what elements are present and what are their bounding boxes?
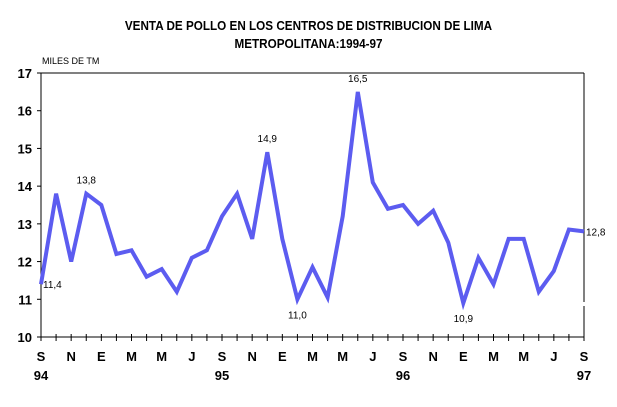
data-label: 12,8 xyxy=(586,227,606,238)
x-tick-label: J xyxy=(188,349,195,364)
data-label: 11,4 xyxy=(43,280,62,291)
y-axis-unit-label: MILES DE TM xyxy=(42,56,100,66)
x-tick-label: N xyxy=(428,349,437,364)
x-tick-label: N xyxy=(247,349,256,364)
x-tick-year-label: 94 xyxy=(34,368,49,383)
x-tick-label: S xyxy=(580,349,589,364)
y-tick-label: 17 xyxy=(18,66,32,81)
x-tick-label: J xyxy=(369,349,376,364)
x-tick-label: M xyxy=(156,349,167,364)
chart-subtitle: METROPOLITANA:1994-97 xyxy=(234,36,383,51)
x-tick-year-label: 95 xyxy=(215,368,229,383)
x-tick-label: M xyxy=(337,349,348,364)
x-tick-label: S xyxy=(399,349,408,364)
x-tick-label: J xyxy=(550,349,557,364)
x-tick-label: S xyxy=(37,349,46,364)
x-tick-label: M xyxy=(126,349,137,364)
y-tick-label: 10 xyxy=(18,330,32,345)
x-tick-label: M xyxy=(518,349,529,364)
series-line xyxy=(39,91,585,311)
data-label: 10,9 xyxy=(454,314,474,325)
data-label: 16,5 xyxy=(348,74,368,85)
x-tick-label: M xyxy=(488,349,499,364)
x-tick-year-label: 96 xyxy=(396,368,410,383)
x-tick-label: E xyxy=(459,349,468,364)
x-tick-year-label: 97 xyxy=(577,368,591,383)
data-label: 14,9 xyxy=(258,134,278,145)
data-label: 13,8 xyxy=(77,176,97,187)
y-tick-label: 16 xyxy=(18,104,32,119)
x-tick-label: S xyxy=(218,349,227,364)
y-tick-label: 14 xyxy=(18,179,33,194)
y-tick-label: 15 xyxy=(18,141,32,156)
data-label: 11,0 xyxy=(288,310,307,321)
y-tick-label: 12 xyxy=(18,255,32,270)
x-tick-label: E xyxy=(97,349,106,364)
x-tick-label: E xyxy=(278,349,287,364)
x-tick-label: N xyxy=(66,349,75,364)
x-tick-label: M xyxy=(307,349,318,364)
y-tick-label: 11 xyxy=(18,292,32,307)
y-tick-label: 13 xyxy=(18,217,32,232)
chart-title: VENTA DE POLLO EN LOS CENTROS DE DISTRIB… xyxy=(124,18,493,33)
